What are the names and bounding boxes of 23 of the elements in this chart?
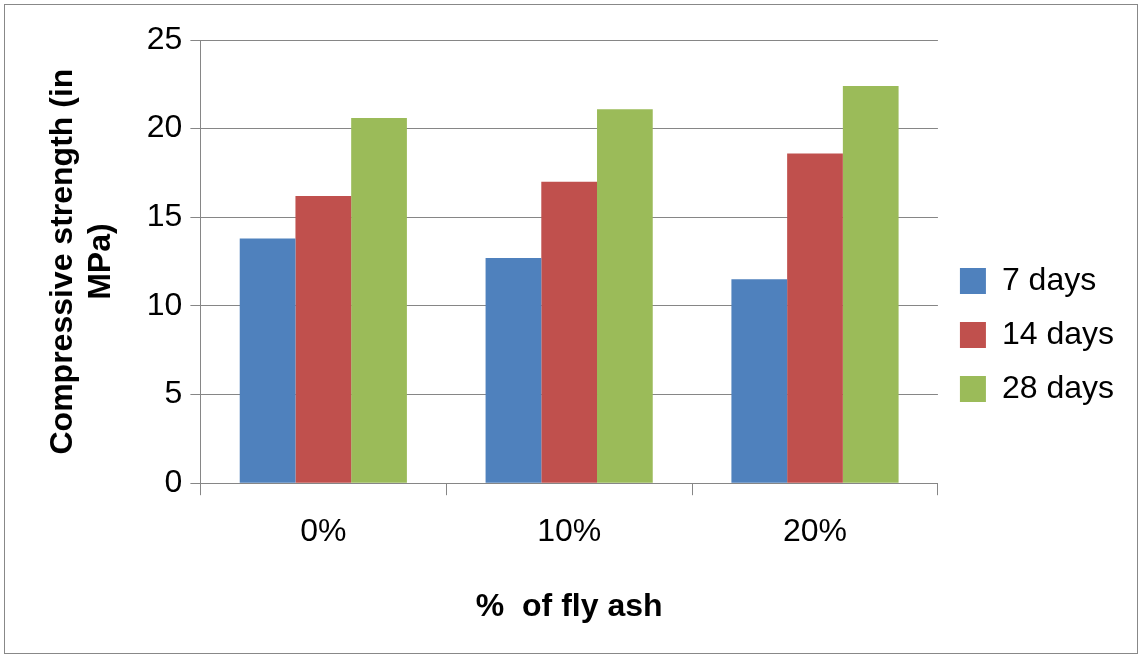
bar — [295, 196, 352, 483]
legend-label: 14 days — [1001, 314, 1114, 351]
x-tick-label: 0% — [300, 512, 347, 549]
bar — [597, 109, 653, 483]
bar — [842, 86, 899, 483]
bar — [239, 238, 296, 483]
y-tick-label: 5 — [164, 374, 183, 411]
legend-label: 7 days — [1001, 260, 1097, 297]
x-axis-title: % of fly ash — [475, 586, 663, 623]
bar — [541, 181, 598, 483]
x-tick-label: 20% — [782, 512, 848, 549]
y-tick-label: 10 — [146, 285, 183, 322]
bar — [485, 258, 542, 483]
bar — [787, 153, 843, 483]
y-tick-label: 15 — [146, 197, 183, 234]
x-tick-label: 10% — [537, 512, 602, 549]
legend-label: 28 days — [1001, 368, 1114, 405]
bar — [731, 279, 788, 483]
bar — [351, 118, 407, 483]
y-tick-label: 25 — [146, 19, 183, 56]
y-tick-label: 0 — [164, 463, 183, 500]
y-axis-title: Compressive strength (in MPa) — [43, 68, 118, 455]
y-tick-label: 20 — [146, 108, 183, 145]
